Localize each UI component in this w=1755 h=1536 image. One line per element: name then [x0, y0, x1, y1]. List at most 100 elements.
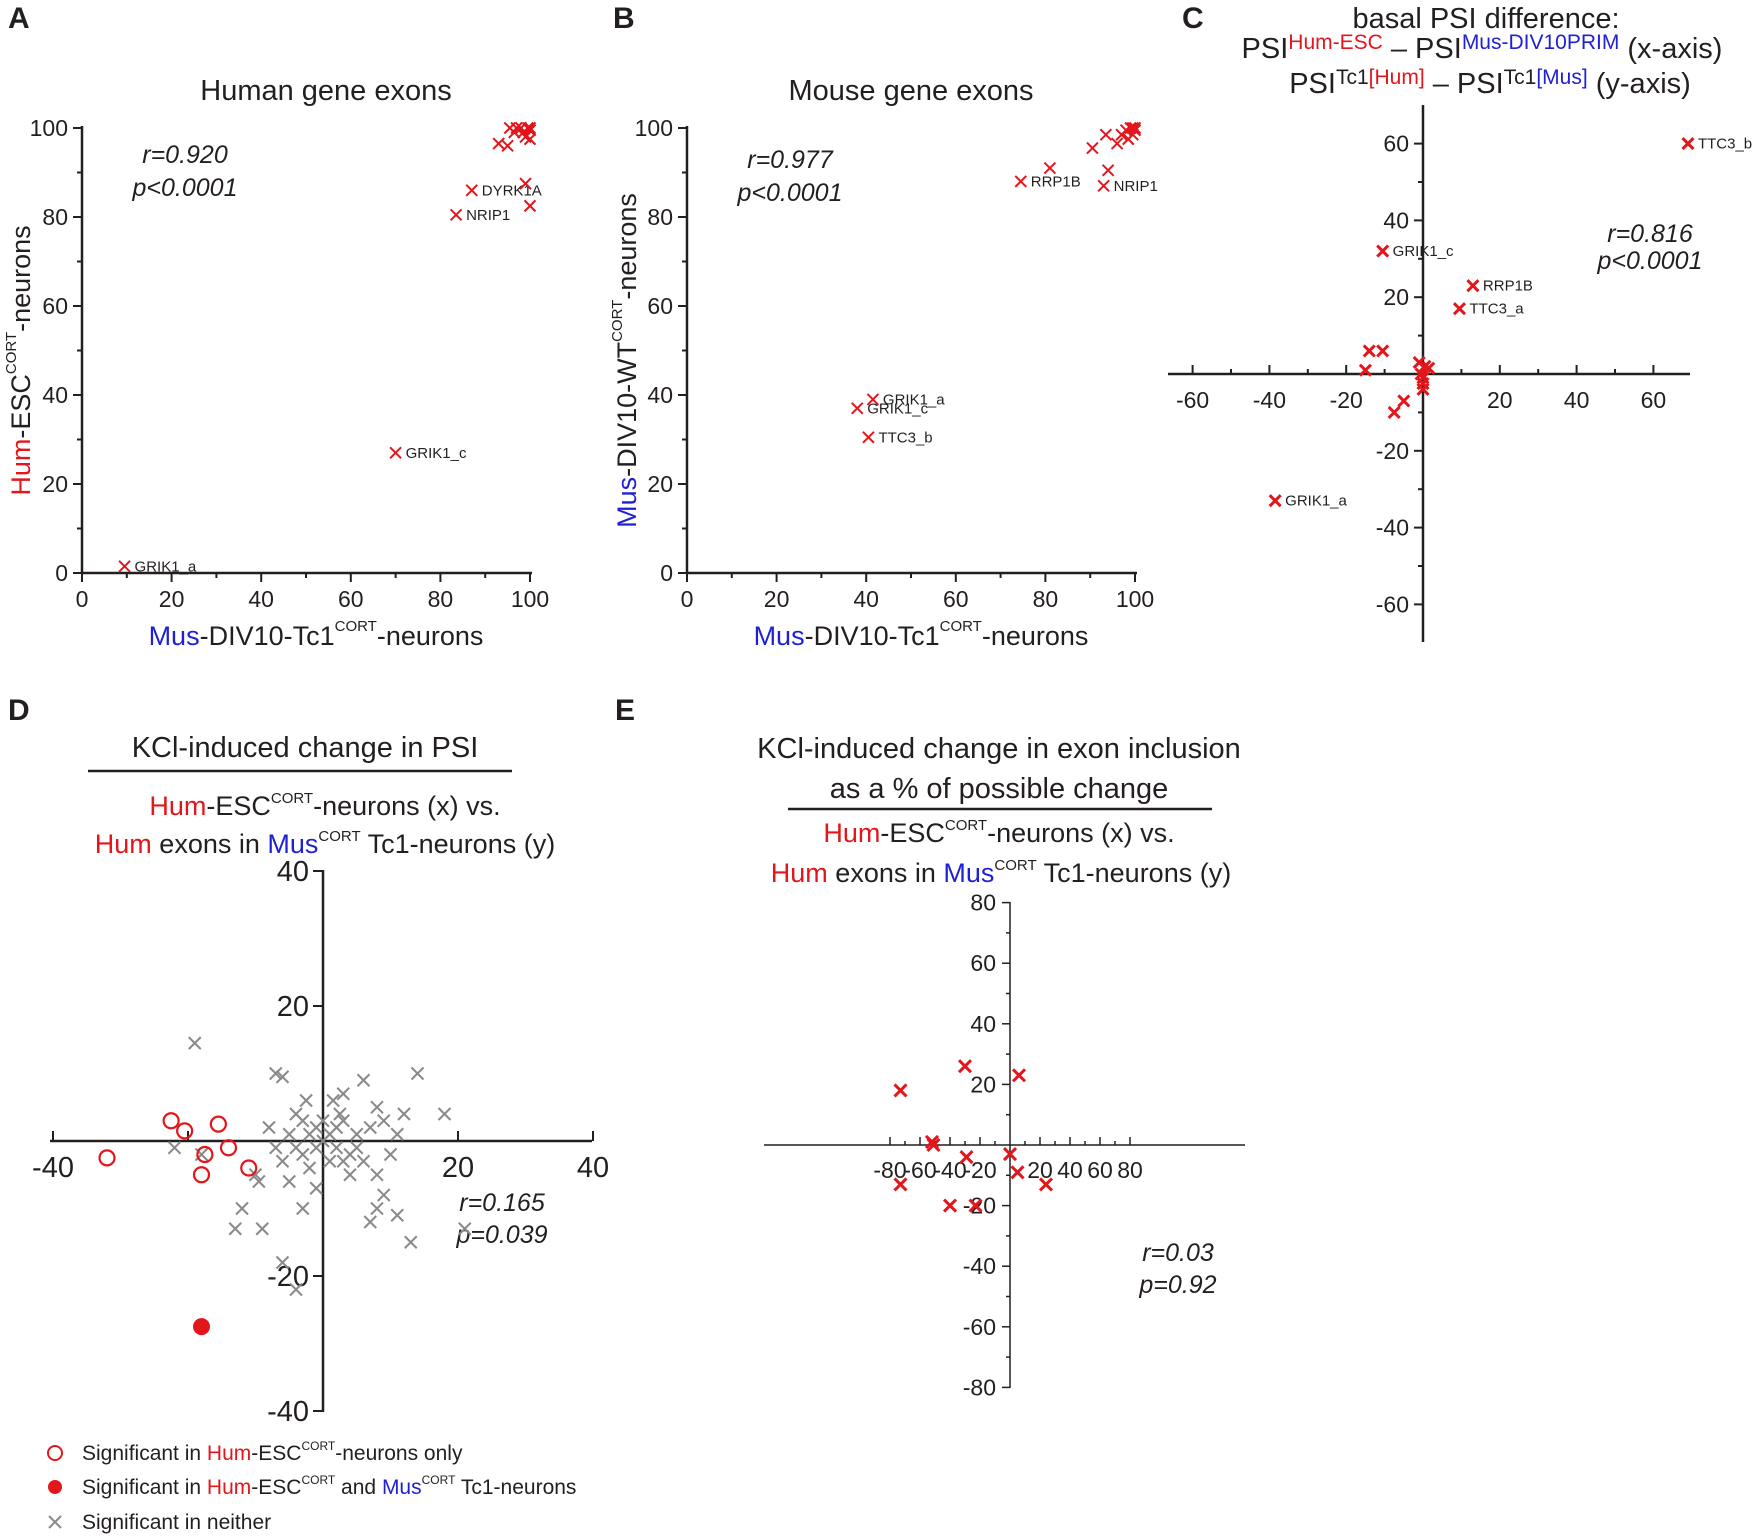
data-point	[523, 121, 537, 135]
x-tick-label: -40	[1253, 387, 1286, 413]
data-point	[523, 132, 537, 146]
data-point	[248, 1168, 263, 1182]
subtitle-line2: Hum exons in MusCORT Tc1-neurons (y)	[771, 857, 1231, 888]
point-stroke	[48, 1515, 62, 1529]
legend-label: Significant in neither	[82, 1511, 271, 1534]
data-point	[942, 1198, 958, 1213]
point-stroke	[350, 1127, 364, 1141]
data-point	[389, 446, 402, 460]
point-stroke	[959, 1150, 974, 1165]
point-stroke	[523, 199, 537, 213]
point-stroke	[1011, 1068, 1027, 1083]
point-stroke	[523, 121, 537, 135]
stat-r: r=0.920	[142, 141, 228, 169]
data-point	[1099, 128, 1113, 141]
data-point	[329, 1141, 344, 1155]
data-point	[1038, 1177, 1054, 1192]
stat-p: p<0.0001	[737, 179, 843, 207]
data-point	[196, 1145, 214, 1164]
text-span: and	[335, 1476, 382, 1499]
x-tick-label: 20	[159, 586, 185, 612]
point-stroke	[275, 1255, 290, 1270]
data-point	[1268, 494, 1282, 508]
text-span: -neurons	[6, 225, 36, 332]
text-span: -ESC	[6, 374, 36, 439]
panel-title: KCl-induced change in exon inclusion	[757, 733, 1241, 765]
y-tick-label: 80	[647, 204, 673, 230]
point-stroke	[1362, 344, 1376, 358]
point-label: RRP1B	[1483, 278, 1533, 295]
text-span: Tc1	[1336, 66, 1369, 89]
data-point	[350, 1141, 364, 1155]
subtitle-line2: Hum exons in MusCORT Tc1-neurons (y)	[95, 828, 555, 859]
point-stroke	[1397, 394, 1411, 408]
data-point	[1086, 141, 1099, 155]
data-point	[98, 1149, 116, 1167]
panel-title-line2: as a % of possible change	[830, 773, 1169, 805]
text-span: PSI	[1242, 33, 1289, 65]
y-axis-label: Mus-DIV10-WTCORT-neurons	[609, 193, 642, 528]
x-tick-label: 100	[511, 586, 549, 612]
data-point	[1110, 137, 1124, 150]
text-span: – PSI	[1383, 33, 1462, 65]
panel-letter: B	[613, 2, 635, 35]
x-tick-label: 100	[1116, 586, 1154, 612]
y-tick-label: -20	[267, 1261, 309, 1293]
point-stroke	[1097, 179, 1110, 193]
point-stroke	[404, 1235, 418, 1249]
y-tick-label: 20	[42, 471, 68, 497]
x-tick-label: 20	[1487, 387, 1513, 413]
data-point	[404, 1235, 418, 1249]
panel-letter: A	[8, 2, 30, 35]
data-point	[1362, 344, 1376, 358]
point-stroke	[390, 1208, 404, 1222]
text-span: -ESC	[251, 1476, 301, 1499]
point-stroke	[296, 1201, 310, 1216]
y-tick-label: 60	[1383, 131, 1409, 157]
data-point	[333, 1107, 347, 1121]
text-span: CORT	[301, 1473, 335, 1487]
text-span: Hum-ESC	[1288, 31, 1383, 54]
point-stroke	[235, 1201, 249, 1216]
data-point	[275, 1255, 290, 1270]
point-stroke	[275, 1070, 290, 1084]
y-tick-label: 40	[1383, 207, 1409, 233]
text-span: – PSI	[1425, 68, 1504, 100]
point-stroke	[370, 1168, 384, 1182]
data-point	[1376, 244, 1390, 258]
point-stroke	[275, 1154, 290, 1168]
point-stroke	[389, 446, 402, 460]
text-span: [Mus]	[1536, 66, 1587, 89]
text-span: -DIV10-Tc1	[805, 621, 940, 651]
text-span: CORT	[940, 618, 982, 635]
data-point	[862, 431, 875, 444]
x-tick-label: 40	[577, 1152, 609, 1184]
data-point	[193, 1318, 210, 1336]
point-stroke	[269, 1066, 283, 1081]
x-tick-label: 0	[76, 586, 89, 612]
data-point	[501, 139, 514, 153]
y-tick-label: 40	[970, 1011, 996, 1037]
point-stroke	[1452, 302, 1467, 316]
text-span: CORT	[301, 1439, 335, 1453]
text-span: CORT	[335, 618, 377, 635]
text-span: Hum	[6, 439, 36, 496]
point-label: GRIK1_c	[1393, 243, 1454, 260]
data-point	[1014, 175, 1027, 188]
data-point	[356, 1154, 371, 1168]
legend-item: Significant in Hum-ESCCORT-neurons only	[47, 1439, 463, 1465]
data-point	[1452, 302, 1467, 316]
y-tick-label: 20	[1383, 284, 1409, 310]
text-span: CORT	[945, 817, 987, 834]
point-stroke	[1128, 121, 1142, 135]
data-point	[326, 1093, 340, 1108]
data-point	[1466, 279, 1480, 293]
text-span: -ESC	[251, 1442, 301, 1465]
x-tick-label: -20	[1330, 387, 1363, 413]
text-span: [Hum]	[1369, 66, 1425, 89]
point-stroke	[167, 1141, 182, 1155]
point-stroke	[329, 1141, 344, 1155]
data-point	[309, 1181, 323, 1195]
point-stroke	[329, 1120, 344, 1135]
y-tick-label: 40	[42, 382, 68, 408]
